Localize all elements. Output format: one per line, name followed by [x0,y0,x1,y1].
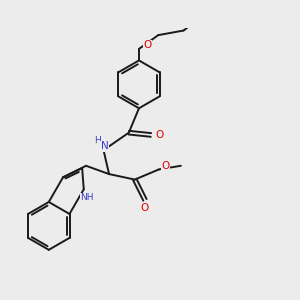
Text: NH: NH [80,193,94,202]
Text: O: O [161,161,170,171]
Text: N: N [100,142,108,152]
Text: O: O [140,203,148,213]
Text: H: H [94,136,100,145]
Text: O: O [143,40,152,50]
Text: O: O [155,130,163,140]
